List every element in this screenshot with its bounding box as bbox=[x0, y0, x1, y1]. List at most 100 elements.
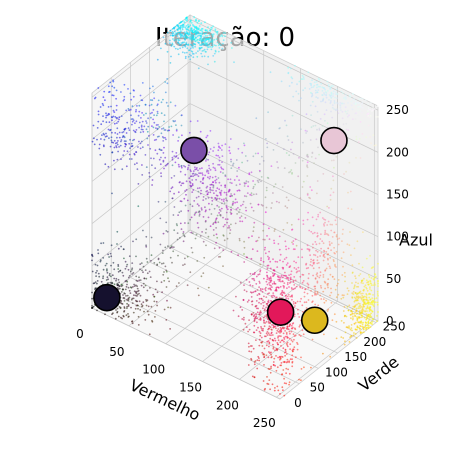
pixel-point bbox=[335, 235, 338, 238]
pixel-point bbox=[343, 306, 346, 308]
pixel-point bbox=[242, 200, 245, 203]
pixel-point bbox=[352, 315, 354, 318]
pixel-point bbox=[210, 213, 213, 215]
pixel-point bbox=[195, 33, 197, 36]
pixel-point bbox=[286, 360, 289, 363]
pixel-point bbox=[277, 166, 279, 169]
pixel-point bbox=[112, 312, 114, 315]
pixel-point bbox=[292, 326, 294, 329]
pixel-point bbox=[265, 335, 267, 338]
pixel-point bbox=[250, 206, 253, 209]
pixel-point bbox=[116, 143, 119, 146]
pixel-point bbox=[224, 184, 227, 187]
pixel-point bbox=[324, 91, 327, 93]
pixel-point bbox=[270, 331, 273, 334]
pixel-point bbox=[187, 29, 190, 32]
pixel-point bbox=[231, 47, 233, 49]
pixel-point bbox=[271, 202, 273, 204]
pixel-point bbox=[137, 307, 139, 310]
pixel-point bbox=[301, 287, 304, 290]
pixel-point bbox=[325, 233, 328, 235]
pixel-point bbox=[172, 246, 175, 249]
pixel-point bbox=[266, 146, 269, 149]
pixel-point bbox=[201, 231, 204, 233]
pixel-point bbox=[364, 324, 367, 327]
pixel-point bbox=[190, 34, 193, 36]
pixel-point bbox=[308, 196, 310, 199]
pixel-point bbox=[157, 257, 160, 260]
pixel-point bbox=[169, 306, 172, 309]
pixel-point bbox=[127, 298, 130, 301]
pixel-point bbox=[310, 126, 313, 129]
pixel-point bbox=[312, 263, 315, 265]
pixel-point bbox=[173, 175, 176, 177]
pixel-point bbox=[104, 99, 106, 102]
pixel-point bbox=[282, 260, 284, 263]
pixel-point bbox=[230, 160, 233, 163]
pixel-point bbox=[139, 147, 142, 150]
pixel-point bbox=[269, 71, 272, 74]
pixel-point bbox=[371, 320, 374, 323]
pixel-point bbox=[277, 343, 279, 346]
pixel-point bbox=[247, 185, 250, 188]
pixel-point bbox=[162, 273, 165, 276]
pixel-point bbox=[277, 243, 280, 245]
pixel-point bbox=[185, 30, 188, 33]
pixel-point bbox=[173, 45, 176, 48]
pixel-point bbox=[358, 326, 360, 329]
pixel-point bbox=[198, 215, 201, 217]
pixel-point bbox=[216, 187, 219, 190]
pixel-point bbox=[156, 263, 159, 266]
pixel-point bbox=[329, 194, 332, 197]
pixel-point bbox=[323, 253, 325, 256]
pixel-point bbox=[324, 101, 327, 104]
pixel-point bbox=[326, 224, 329, 226]
pixel-point bbox=[213, 192, 215, 195]
pixel-point bbox=[285, 256, 288, 259]
pixel-point bbox=[302, 333, 305, 336]
pixel-point bbox=[289, 295, 292, 298]
pixel-point bbox=[222, 265, 224, 267]
pixel-point bbox=[162, 160, 165, 163]
pixel-point bbox=[201, 55, 204, 58]
pixel-point bbox=[102, 242, 105, 244]
pixel-point bbox=[311, 264, 314, 267]
pixel-point bbox=[218, 206, 220, 208]
pixel-point bbox=[298, 156, 300, 159]
pixel-point bbox=[177, 48, 179, 51]
pixel-point bbox=[285, 382, 288, 385]
pixel-point bbox=[100, 123, 103, 126]
pixel-point bbox=[216, 197, 219, 200]
pixel-point bbox=[350, 254, 352, 256]
pixel-point bbox=[113, 111, 116, 113]
pixel-point bbox=[138, 140, 140, 143]
pixel-point bbox=[170, 177, 173, 179]
pixel-point bbox=[333, 260, 335, 263]
pixel-point bbox=[160, 132, 163, 135]
pixel-point bbox=[279, 330, 281, 333]
pixel-point bbox=[269, 352, 271, 354]
pixel-point bbox=[319, 255, 321, 257]
pixel-point bbox=[372, 284, 375, 286]
pixel-point bbox=[294, 334, 297, 337]
pixel-point bbox=[272, 326, 275, 329]
pixel-point bbox=[318, 242, 321, 245]
pixel-point bbox=[115, 146, 118, 149]
grid-line bbox=[91, 18, 191, 98]
pixel-point bbox=[208, 167, 211, 170]
pixel-point bbox=[367, 110, 369, 112]
pixel-point bbox=[338, 126, 341, 129]
pixel-point bbox=[103, 138, 106, 141]
pixel-point bbox=[223, 239, 226, 242]
pixel-point bbox=[357, 307, 360, 309]
pixel-point bbox=[226, 200, 229, 202]
pixel-point bbox=[361, 292, 364, 295]
pixel-point bbox=[267, 321, 270, 324]
pixel-point bbox=[364, 310, 367, 313]
pixel-point bbox=[128, 289, 131, 292]
pixel-point bbox=[186, 255, 189, 258]
pixel-point bbox=[370, 277, 373, 279]
pixel-point bbox=[229, 232, 231, 235]
pixel-point bbox=[212, 150, 215, 152]
pixel-point bbox=[132, 89, 135, 91]
